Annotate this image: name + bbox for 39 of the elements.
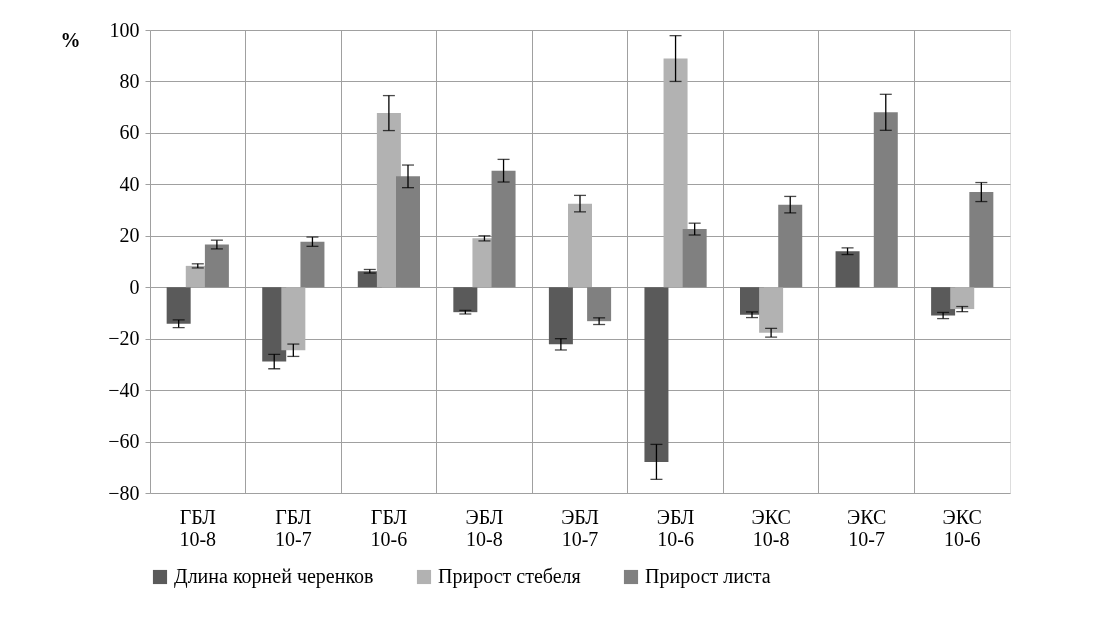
y-tick-label: −40 [108,378,140,401]
bar [281,287,306,351]
bar [453,287,478,313]
y-tick-label: −60 [108,430,140,453]
x-tick-label: ЭКС 10-6 [942,505,982,550]
legend-label: Длина корней черенков [174,565,374,588]
x-tick-label: ЭБЛ 10-8 [465,505,504,550]
bar [969,192,994,288]
bar [204,244,229,288]
y-tick-label: −20 [108,327,140,350]
y-axis-title: % [60,28,81,51]
x-tick-label: ГБЛ 10-8 [179,505,217,550]
legend-label: Прирост листа [645,565,771,588]
y-tick-label: −80 [108,481,140,504]
y-tick-label: 80 [119,69,140,92]
bar [568,203,592,288]
y-tick-label: 40 [119,172,140,195]
bar [682,229,707,288]
bar [644,287,669,462]
bar [396,176,420,288]
bar [300,241,325,288]
bar [873,112,898,288]
y-tick-label: 0 [129,275,140,298]
bar [759,287,784,333]
x-tick-label: ЭКС 10-8 [751,505,791,550]
x-tick-label: ГБЛ 10-6 [370,505,408,550]
x-tick-label: ЭКС 10-7 [846,505,887,550]
bar [491,170,516,288]
y-tick-label: 100 [109,18,140,41]
bar [778,204,803,288]
legend-label: Прирост стебеля [438,565,581,588]
bar [663,58,688,288]
x-tick-label: ЭБЛ 10-6 [656,505,695,550]
bar [548,287,573,345]
y-tick-label: 20 [119,224,140,247]
y-tick-label: 60 [119,121,140,144]
x-tick-label: ГБЛ 10-7 [275,505,312,550]
x-tick-label: ЭБЛ 10-7 [561,505,599,550]
bar [166,287,191,324]
